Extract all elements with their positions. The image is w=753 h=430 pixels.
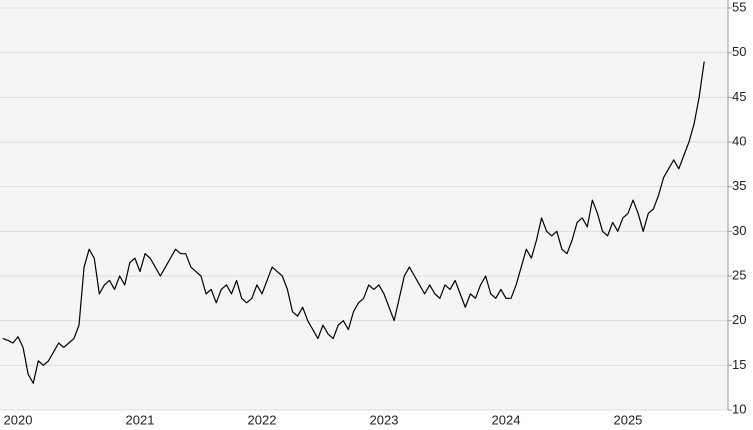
plot-background [0, 0, 728, 410]
y-tick-label: 45 [732, 89, 746, 104]
x-tick-label: 2023 [370, 412, 399, 427]
price-line [2, 61, 705, 384]
y-tick-label: 30 [732, 223, 746, 238]
y-tick-label: 55 [732, 0, 746, 14]
y-tick-label: 50 [732, 44, 746, 59]
y-tick-label: 40 [732, 133, 746, 148]
x-tick-label: 2020 [4, 412, 33, 427]
x-tick-label: 2025 [613, 412, 642, 427]
y-tick-label: 25 [732, 267, 746, 282]
x-tick-label: 2021 [126, 412, 155, 427]
x-tick-label: 2022 [248, 412, 277, 427]
x-tick-label: 2024 [492, 412, 521, 427]
y-tick-label: 35 [732, 178, 746, 193]
y-tick-label: 10 [732, 401, 746, 416]
y-tick-label: 20 [732, 312, 746, 327]
y-tick-label: 15 [732, 357, 746, 372]
